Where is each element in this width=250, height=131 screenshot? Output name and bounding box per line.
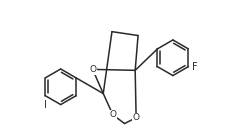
Text: O: O (109, 110, 116, 119)
Text: O: O (132, 113, 139, 122)
Text: F: F (192, 62, 197, 72)
Text: O: O (89, 65, 96, 74)
Text: I: I (44, 100, 46, 110)
